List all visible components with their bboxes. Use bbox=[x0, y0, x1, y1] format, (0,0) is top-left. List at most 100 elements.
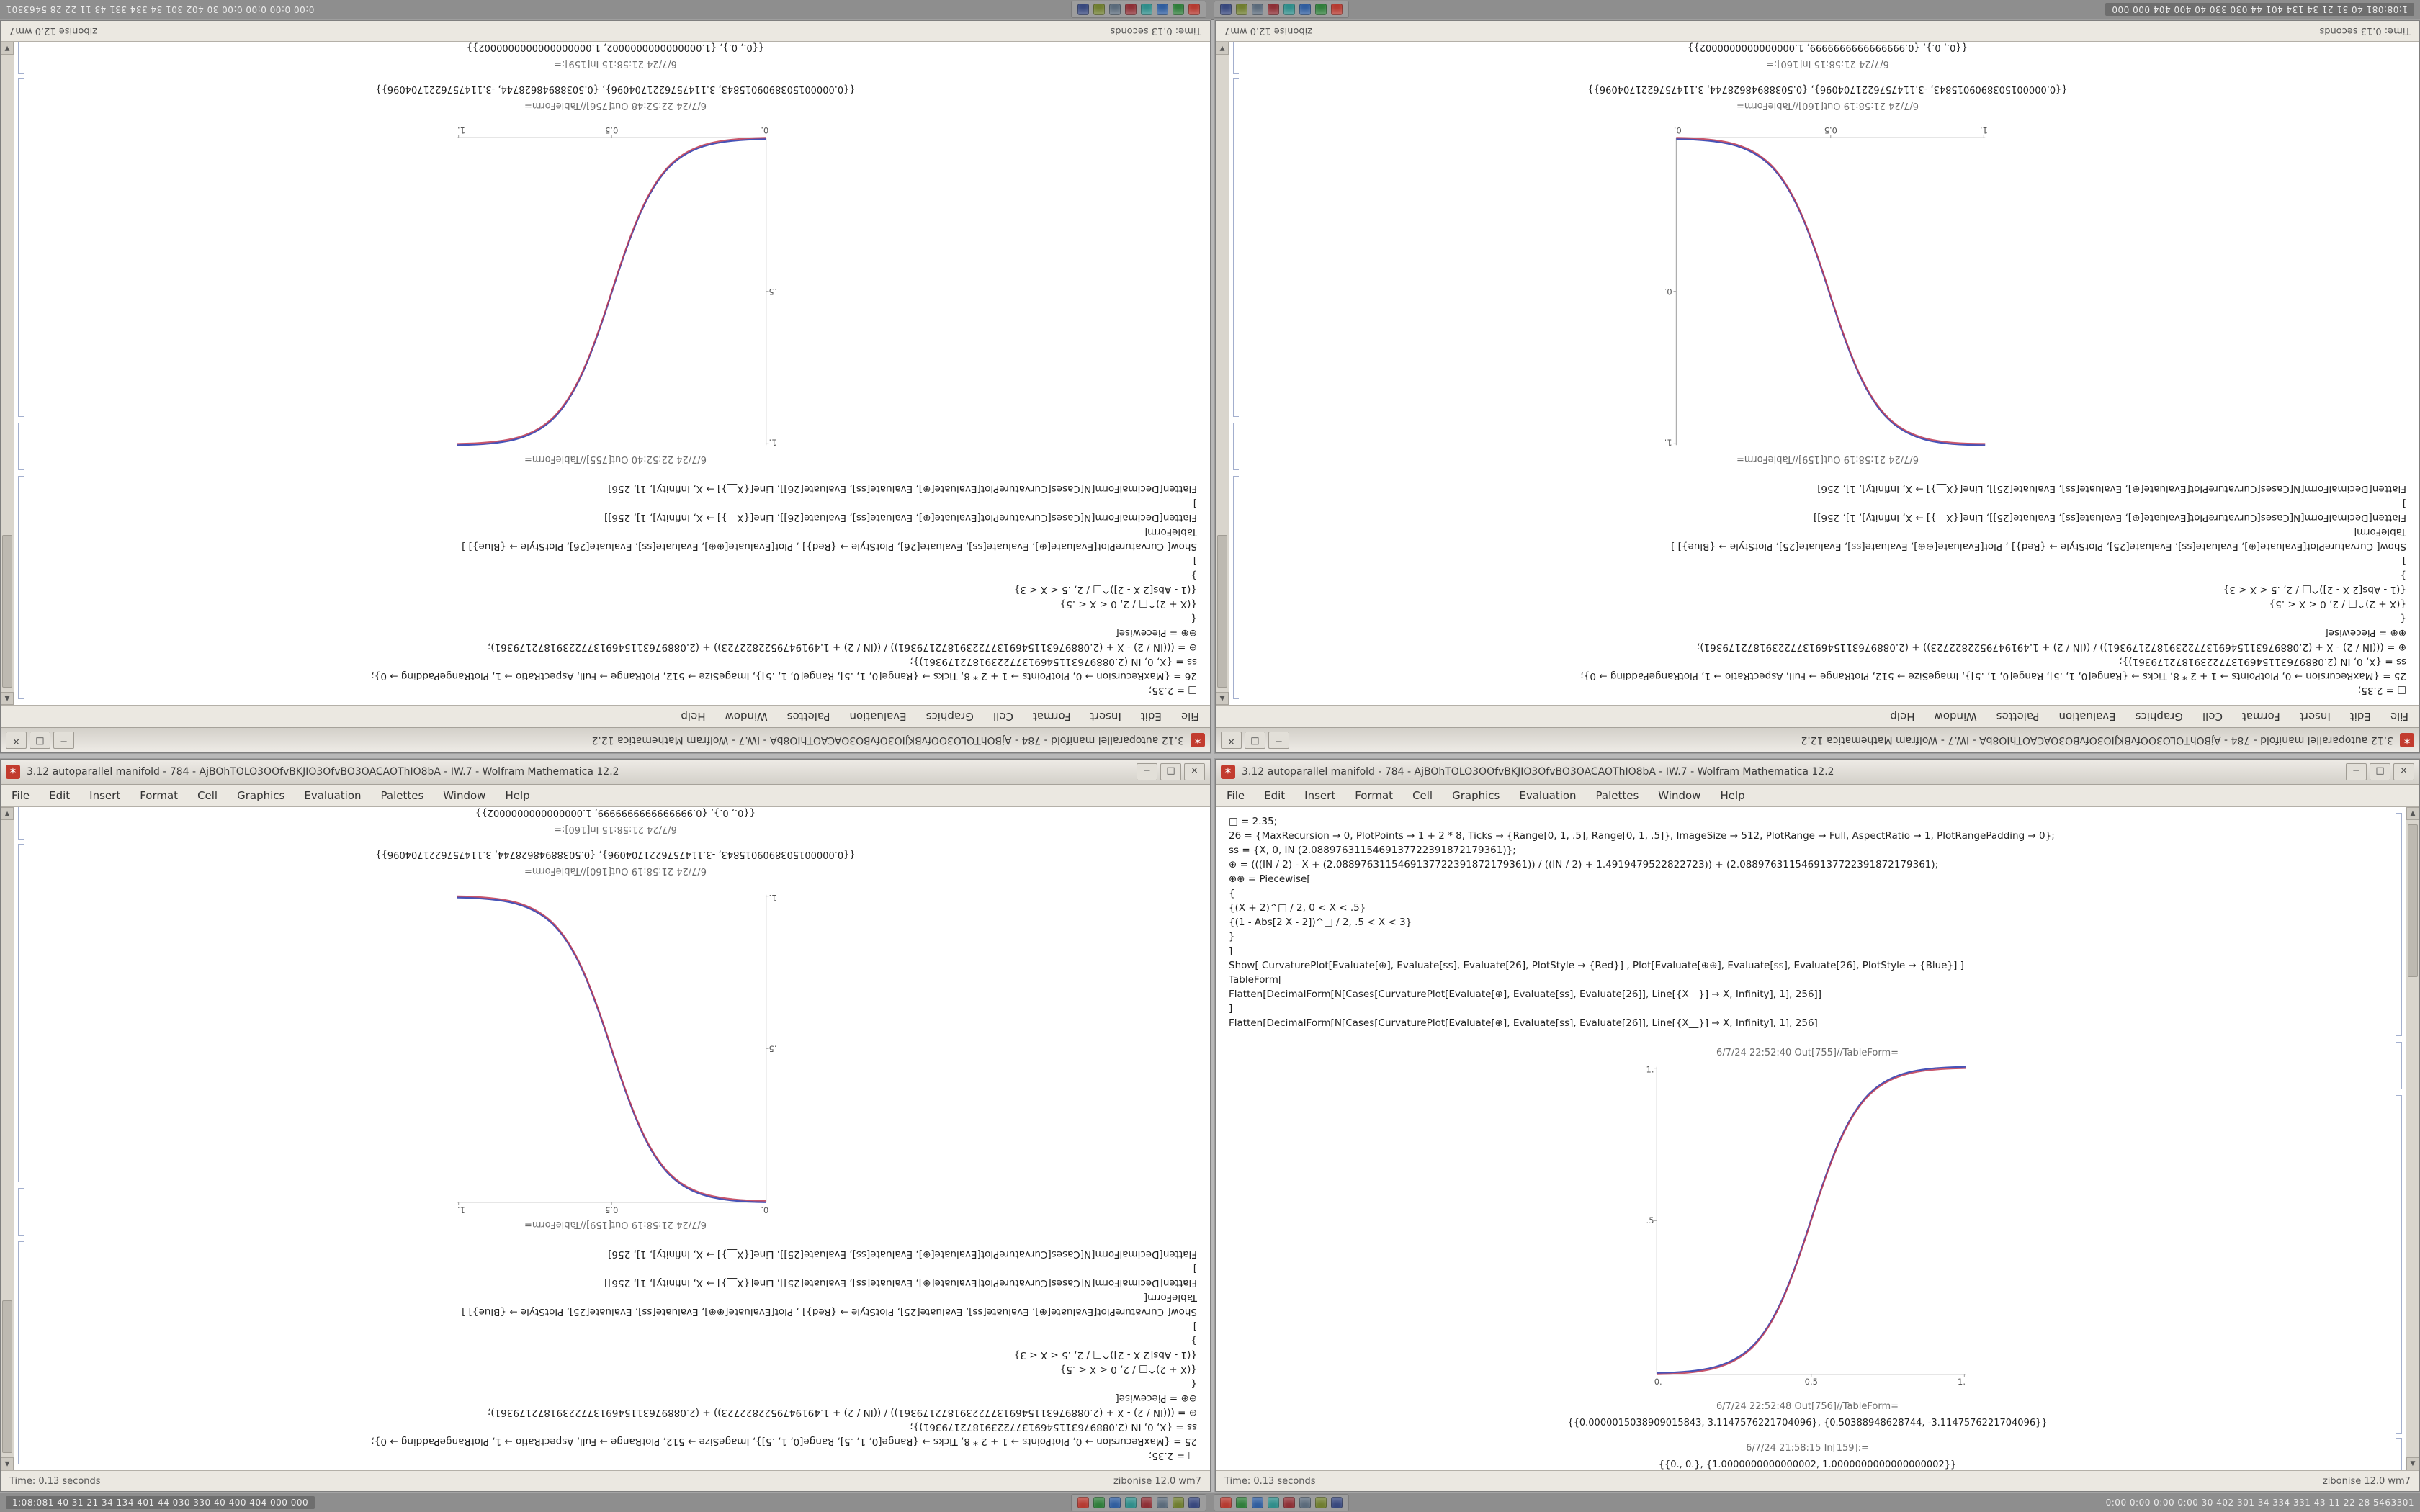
plot-graphic[interactable]: 0.5 1. 0. 0.5 1. bbox=[454, 891, 778, 1215]
menu-insert[interactable]: Insert bbox=[89, 789, 121, 802]
minimize-button[interactable]: − bbox=[1268, 732, 1289, 749]
taskbar-app-icon-navy[interactable] bbox=[1219, 4, 1232, 16]
taskbar-app-icon-teal[interactable] bbox=[1268, 1496, 1280, 1508]
vertical-scrollbar[interactable]: ▲ ▼ bbox=[1216, 42, 1229, 705]
menu-cell[interactable]: Cell bbox=[197, 789, 218, 802]
menu-insert[interactable]: Insert bbox=[1090, 710, 1121, 723]
taskbar-app-icon-navy[interactable] bbox=[1331, 1496, 1343, 1508]
cell-bracket[interactable] bbox=[18, 476, 24, 699]
taskbar-app-icon-red[interactable] bbox=[1077, 1496, 1090, 1508]
menu-palettes[interactable]: Palettes bbox=[380, 789, 424, 802]
menu-graphics[interactable]: Graphics bbox=[926, 710, 974, 723]
menu-format[interactable]: Format bbox=[2241, 710, 2280, 723]
close-button[interactable]: × bbox=[1184, 763, 1205, 780]
cell-bracket[interactable] bbox=[1233, 423, 1239, 470]
menu-help[interactable]: Help bbox=[1890, 710, 1915, 723]
minimize-button[interactable]: − bbox=[53, 732, 74, 749]
cell-bracket[interactable] bbox=[1233, 476, 1239, 699]
menu-window[interactable]: Window bbox=[1658, 789, 1701, 802]
input-cell-code[interactable]: □ = 2.35; 26 = {MaxRecursion → 0, PlotPo… bbox=[371, 483, 1197, 696]
cell-bracket[interactable] bbox=[18, 1188, 24, 1236]
taskbar-app-icon-crimson[interactable] bbox=[1267, 4, 1279, 16]
menu-cell[interactable]: Cell bbox=[2202, 710, 2223, 723]
taskbar-app-icon-blue[interactable] bbox=[1252, 1496, 1264, 1508]
scroll-down-button[interactable]: ▼ bbox=[1216, 42, 1229, 55]
taskbar-app-icon-olive[interactable] bbox=[1173, 1496, 1185, 1508]
cell-bracket[interactable] bbox=[18, 423, 24, 470]
cell-bracket[interactable] bbox=[2396, 1438, 2402, 1470]
taskbar-app-icon-green[interactable] bbox=[1236, 1496, 1248, 1508]
maximize-button[interactable]: □ bbox=[30, 732, 50, 749]
taskbar-app-icon-navy[interactable] bbox=[1077, 4, 1089, 16]
menu-help[interactable]: Help bbox=[505, 789, 530, 802]
taskbar-app-icon-crimson[interactable] bbox=[1283, 1496, 1296, 1508]
input-cell-code[interactable]: □ = 2.35; 25 = {MaxRecursion → 0, PlotPo… bbox=[1580, 483, 2406, 696]
taskbar-app-icon-navy[interactable] bbox=[1188, 1496, 1201, 1508]
cell-bracket[interactable] bbox=[18, 807, 24, 840]
close-button[interactable]: × bbox=[6, 732, 27, 749]
menu-format[interactable]: Format bbox=[1355, 789, 1394, 802]
window-titlebar[interactable]: 3.12 autoparallel manifold - 784 - AjBOh… bbox=[1, 727, 1210, 752]
minimize-button[interactable]: − bbox=[1137, 763, 1157, 780]
menu-edit[interactable]: Edit bbox=[2349, 710, 2371, 723]
taskbar-app-icon-blue[interactable] bbox=[1109, 1496, 1121, 1508]
menu-graphics[interactable]: Graphics bbox=[2135, 710, 2183, 723]
scrollbar-thumb[interactable] bbox=[2408, 824, 2418, 977]
menu-edit[interactable]: Edit bbox=[1140, 710, 1162, 723]
menu-evaluation[interactable]: Evaluation bbox=[304, 789, 362, 802]
taskbar-app-icon-crimson[interactable] bbox=[1141, 1496, 1153, 1508]
menu-file[interactable]: File bbox=[2390, 710, 2408, 723]
scroll-up-button[interactable]: ▲ bbox=[2406, 807, 2419, 820]
plot-graphic[interactable]: 1. 0.5 0. 0.5 1. bbox=[454, 125, 778, 449]
scrollbar-thumb[interactable] bbox=[1217, 535, 1227, 688]
menu-file[interactable]: File bbox=[12, 789, 30, 802]
scrollbar-thumb[interactable] bbox=[2, 1300, 12, 1453]
window-titlebar[interactable]: 3.12 autoparallel manifold - 784 - AjBOh… bbox=[1, 760, 1210, 785]
vertical-scrollbar[interactable]: ▲ ▼ bbox=[1, 807, 14, 1470]
cell-bracket[interactable] bbox=[2396, 1042, 2402, 1089]
menu-palettes[interactable]: Palettes bbox=[1996, 710, 2040, 723]
scroll-down-button[interactable]: ▼ bbox=[2406, 1457, 2419, 1470]
cell-bracket[interactable] bbox=[2396, 1095, 2402, 1434]
menu-evaluation[interactable]: Evaluation bbox=[1519, 789, 1577, 802]
menu-window[interactable]: Window bbox=[725, 710, 768, 723]
close-button[interactable]: × bbox=[2393, 763, 2414, 780]
menu-edit[interactable]: Edit bbox=[1264, 789, 1286, 802]
taskbar-app-icon-teal[interactable] bbox=[1283, 4, 1295, 16]
vertical-scrollbar[interactable]: ▲ ▼ bbox=[2406, 807, 2419, 1470]
menu-cell[interactable]: Cell bbox=[992, 710, 1013, 723]
menu-file[interactable]: File bbox=[1227, 789, 1245, 802]
taskbar-app-icon-olive[interactable] bbox=[1235, 4, 1247, 16]
taskbar-app-icon-green[interactable] bbox=[1314, 4, 1327, 16]
menu-graphics[interactable]: Graphics bbox=[1452, 789, 1500, 802]
input-cell-code[interactable]: □ = 2.35; 25 = {MaxRecursion → 0, PlotPo… bbox=[371, 1248, 1197, 1462]
cell-bracket[interactable] bbox=[18, 1241, 24, 1464]
taskbar-app-icon-crimson[interactable] bbox=[1124, 4, 1137, 16]
cell-bracket[interactable] bbox=[18, 844, 24, 1182]
cell-bracket[interactable] bbox=[18, 78, 24, 417]
menu-file[interactable]: File bbox=[1180, 710, 1199, 723]
menu-insert[interactable]: Insert bbox=[2299, 710, 2331, 723]
taskbar-app-icon-blue[interactable] bbox=[1299, 4, 1311, 16]
cell-bracket[interactable] bbox=[1233, 78, 1239, 417]
scroll-up-button[interactable]: ▲ bbox=[1216, 692, 1229, 705]
taskbar-app-icon-green[interactable] bbox=[1172, 4, 1184, 16]
menu-palettes[interactable]: Palettes bbox=[1595, 789, 1639, 802]
menu-format[interactable]: Format bbox=[1032, 710, 1071, 723]
menu-evaluation[interactable]: Evaluation bbox=[2058, 710, 2116, 723]
taskbar-app-icon-green[interactable] bbox=[1093, 1496, 1106, 1508]
menu-format[interactable]: Format bbox=[140, 789, 179, 802]
taskbar-app-icon-blue[interactable] bbox=[1156, 4, 1168, 16]
menu-window[interactable]: Window bbox=[443, 789, 486, 802]
menu-help[interactable]: Help bbox=[681, 710, 706, 723]
menu-cell[interactable]: Cell bbox=[1412, 789, 1433, 802]
window-titlebar[interactable]: 3.12 autoparallel manifold - 784 - AjBOh… bbox=[1216, 760, 2419, 785]
taskbar-app-icon-slate[interactable] bbox=[1299, 1496, 1312, 1508]
menu-insert[interactable]: Insert bbox=[1304, 789, 1336, 802]
taskbar-app-icon-teal[interactable] bbox=[1140, 4, 1152, 16]
cell-bracket[interactable] bbox=[2396, 813, 2402, 1036]
plot-graphic[interactable]: 1. 0.5 0. 0.5 1. bbox=[1646, 1063, 1970, 1387]
taskbar-app-icon-olive[interactable] bbox=[1315, 1496, 1327, 1508]
scroll-up-button[interactable]: ▲ bbox=[1, 1457, 14, 1470]
taskbar-app-icon-red[interactable] bbox=[1188, 4, 1200, 16]
